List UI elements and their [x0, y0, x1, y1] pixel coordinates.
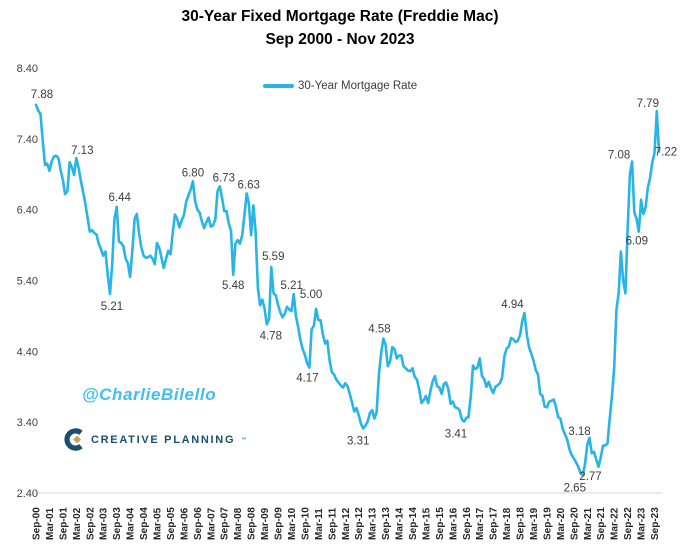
watermark-charliebilello: @CharlieBilello [82, 385, 217, 404]
x-axis-tick-label: Mar-08 [233, 507, 244, 540]
x-axis-tick-label: Sep-19 [542, 507, 553, 540]
x-axis-tick-label: Sep-17 [489, 507, 500, 540]
y-axis-tick-label: 2.40 [17, 488, 38, 500]
x-axis-tick-label: Mar-09 [260, 507, 271, 540]
data-point-label: 4.17 [296, 373, 318, 385]
y-axis-tick-label: 3.40 [17, 417, 38, 429]
data-point-label: 5.59 [262, 251, 284, 263]
x-axis-tick-label: Mar-11 [314, 508, 325, 540]
x-axis-tick-label: Sep-09 [274, 507, 285, 540]
x-axis-tick-label: Mar-17 [475, 507, 486, 540]
data-point-label: 7.22 [655, 147, 677, 159]
data-point-label: 6.63 [238, 179, 260, 191]
x-axis-tick-label: Sep-11 [327, 507, 338, 540]
x-axis-tick-label: Sep-08 [247, 507, 258, 540]
x-axis-tick-label: Mar-06 [179, 507, 190, 540]
chart-title-line1: 30-Year Fixed Mortgage Rate (Freddie Mac… [181, 8, 499, 25]
trademark-symbol: ™ [241, 436, 247, 443]
x-axis-tick-label: Sep-07 [220, 507, 231, 540]
y-axis-tick-label: 6.40 [17, 205, 38, 217]
x-axis-tick-label: Sep-20 [569, 507, 580, 540]
x-axis-tick-label: Sep-18 [516, 507, 527, 540]
data-point-label: 4.78 [260, 330, 282, 342]
rate-line-series [34, 103, 661, 477]
x-axis-tick-label: Mar-05 [153, 507, 164, 540]
x-axis-tick-label: Mar-20 [556, 507, 567, 540]
data-point-label: 5.21 [101, 301, 123, 313]
x-axis-tick-label: Sep-21 [596, 507, 607, 540]
x-axis-tick-label: Mar-10 [287, 507, 298, 540]
x-axis-tick-label: Mar-07 [206, 507, 217, 540]
x-axis-tick-label: Mar-18 [502, 507, 513, 540]
x-axis-tick-label: Mar-03 [99, 507, 110, 540]
x-axis-tick-label: Mar-23 [637, 507, 648, 540]
x-axis-tick-label: Sep-13 [381, 507, 392, 540]
x-axis-tick-label: Sep-06 [193, 507, 204, 540]
data-point-label: 5.48 [222, 280, 244, 292]
legend: 30-Year Mortgage Rate [263, 80, 417, 92]
data-point-label: 4.94 [501, 299, 524, 311]
x-axis-tick-label: Mar-15 [421, 507, 432, 540]
c-mark-shape [64, 428, 83, 451]
x-axis-tick-label: Mar-04 [126, 507, 137, 540]
data-point-label: 7.79 [637, 98, 659, 110]
data-point-label: 6.09 [626, 236, 648, 248]
data-point-label: 5.21 [281, 280, 303, 292]
data-point-label: 7.88 [31, 89, 53, 101]
x-axis-tick-label: Sep-04 [139, 507, 150, 540]
x-axis-tick-label: Sep-14 [408, 507, 419, 540]
y-axis-tick-label: 5.40 [17, 276, 38, 288]
x-axis-tick-label: Mar-01 [45, 507, 56, 540]
x-axis-tick-label: Sep-00 [32, 507, 43, 540]
x-axis-tick-label: Sep-10 [300, 507, 311, 540]
y-axis-tick-label: 4.40 [17, 346, 38, 358]
data-point-label: 7.08 [608, 150, 630, 162]
data-point-label: 3.18 [568, 426, 590, 438]
x-axis-tick-label: Sep-15 [435, 507, 446, 540]
x-axis-tick-label: Mar-19 [529, 507, 540, 540]
data-point-label: 6.44 [109, 192, 132, 204]
x-axis-tick-label: Sep-22 [623, 507, 634, 540]
chart-title-line2: Sep 2000 - Nov 2023 [265, 31, 415, 49]
legend-line-swatch [263, 84, 294, 88]
data-point-label: 3.31 [347, 436, 369, 448]
data-point-label: 7.13 [71, 145, 93, 157]
gold-diamond-shape [73, 435, 82, 444]
x-axis-tick-label: Mar-14 [395, 507, 406, 540]
x-axis-tick-label: Sep-01 [58, 507, 69, 540]
data-point-label: 6.73 [213, 172, 235, 184]
creative-planning-wordmark: CREATIVE PLANNING [91, 433, 236, 446]
x-axis-tick-label: Sep-12 [354, 507, 365, 540]
x-axis-tick-label: Mar-22 [610, 507, 621, 540]
data-point-label: 4.58 [368, 324, 390, 336]
x-axis-tick-label: Mar-02 [72, 507, 83, 540]
x-axis-tick-label: Sep-02 [85, 507, 96, 540]
y-axis-tick-label: 8.40 [17, 63, 38, 75]
data-point-label: 6.80 [182, 167, 204, 179]
x-axis-tick-label: Mar-21 [583, 507, 594, 540]
legend-label: 30-Year Mortgage Rate [298, 80, 418, 92]
chart-title: 30-Year Fixed Mortgage Rate (Freddie Mac… [0, 5, 680, 52]
creative-planning-c-icon [64, 428, 83, 451]
data-point-label: 2.77 [579, 471, 601, 483]
x-axis-tick-label: Sep-03 [112, 507, 123, 540]
creative-planning-logo: CREATIVE PLANNING ™ [64, 428, 246, 451]
x-axis-tick-label: Sep-23 [650, 507, 661, 540]
x-axis-tick-label: Mar-12 [341, 507, 352, 540]
data-point-label: 2.65 [564, 482, 586, 494]
x-axis-tick-label: Sep-05 [166, 507, 177, 540]
x-axis-tick-label: Sep-16 [462, 507, 473, 540]
x-axis-tick-label: Mar-16 [448, 507, 459, 540]
x-axis-tick-label: Mar-13 [368, 507, 379, 540]
y-axis-tick-label: 7.40 [17, 134, 38, 146]
data-point-label: 5.00 [300, 289, 322, 301]
data-point-label: 3.41 [445, 429, 467, 441]
